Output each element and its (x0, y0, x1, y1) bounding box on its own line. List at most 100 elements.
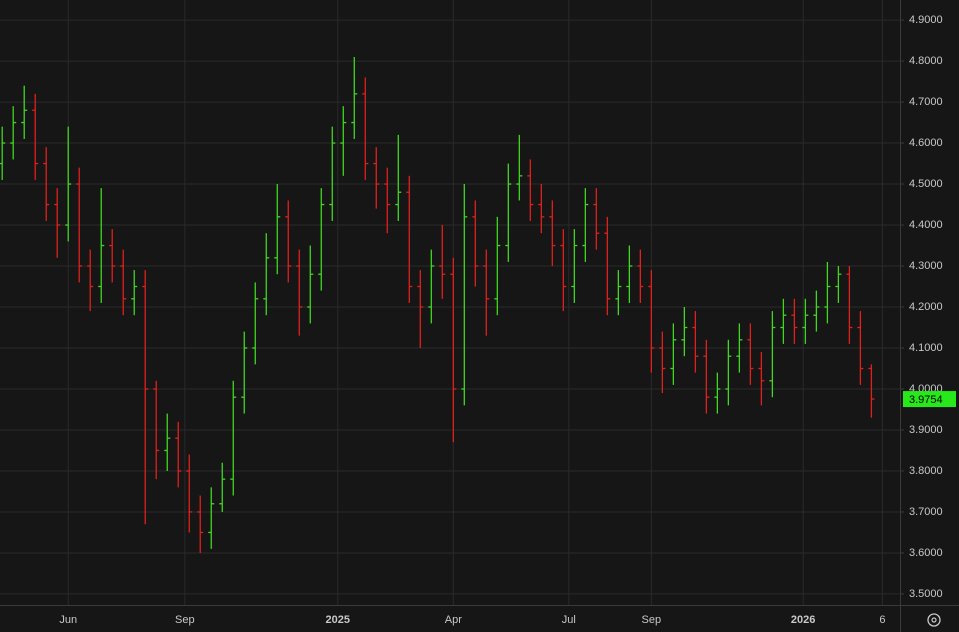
x-tick-label: Apr (445, 614, 462, 626)
ohlc-bar (758, 352, 765, 406)
ohlc-bar (582, 188, 589, 262)
ohlc-bar (120, 249, 127, 316)
y-tick-label: 4.6000 (909, 137, 943, 149)
ohlc-bar (153, 380, 160, 480)
ohlc-bar (769, 311, 776, 398)
ohlc-bar (241, 331, 248, 414)
settings-icon[interactable] (927, 613, 941, 627)
ohlc-bar (87, 249, 94, 312)
ohlc-bar (670, 323, 677, 385)
y-tick-label: 4.1000 (909, 342, 943, 354)
last-price-label: 3.9754 (909, 394, 943, 406)
x-tick-label: 6 (879, 614, 885, 626)
y-tick-label: 4.5000 (909, 178, 943, 190)
ohlc-bar (0, 126, 6, 180)
y-tick-label: 3.8000 (909, 465, 943, 477)
ohlc-bar (472, 200, 479, 287)
ohlc-bar (142, 270, 149, 525)
ohlc-bar (846, 266, 853, 344)
ohlc-bar (384, 167, 391, 234)
x-tick-label: 2025 (326, 614, 350, 626)
ohlc-bar (703, 339, 710, 414)
ohlc-bar (714, 372, 721, 414)
ohlc-bar (824, 261, 831, 324)
y-tick-label: 4.9000 (909, 14, 943, 26)
ohlc-bar (318, 188, 325, 291)
ohlc-bar (65, 126, 72, 242)
ohlc-bar (274, 184, 281, 275)
ohlc-bar (252, 282, 259, 365)
ohlc-bar (868, 364, 875, 418)
y-tick-label: 4.7000 (909, 96, 943, 108)
ohlc-bar (637, 249, 644, 303)
ohlc-bar (736, 323, 743, 373)
ohlc-bar (32, 93, 39, 180)
y-tick-label: 4.2000 (909, 301, 943, 313)
ohlc-bar (263, 233, 270, 316)
ohlc-bar (406, 175, 413, 303)
x-tick-label: Jun (59, 614, 77, 626)
ohlc-bar (21, 85, 28, 139)
ohlc-bar (747, 323, 754, 385)
ohlc-bar (615, 270, 622, 316)
ohlc-bar (175, 421, 182, 488)
ohlc-bar (802, 298, 809, 344)
x-tick-label: 2026 (791, 614, 815, 626)
y-tick-label: 3.5000 (909, 588, 943, 600)
ohlc-bar (395, 134, 402, 221)
ohlc-bar (483, 249, 490, 336)
ohlc-bar (373, 147, 380, 209)
ohlc-bar (417, 270, 424, 348)
ohlc-bar (131, 270, 138, 316)
ohlc-bar (164, 413, 171, 471)
ohlc-bar (560, 229, 567, 312)
ohlc-bar (76, 167, 83, 283)
ohlc-bar (648, 270, 655, 373)
ohlc-bar (230, 380, 237, 496)
ohlc-bar (813, 290, 820, 332)
ohlc-bar (494, 216, 501, 316)
x-tick-label: Sep (642, 614, 662, 626)
ohlc-bar (505, 163, 512, 262)
ohlc-bar (296, 249, 303, 336)
y-tick-label: 4.3000 (909, 260, 943, 272)
ohlc-bar (791, 298, 798, 344)
ohlc-bar (439, 225, 446, 299)
ohlc-bar (197, 495, 204, 553)
ohlc-bar (692, 311, 699, 373)
y-tick-label: 4.4000 (909, 219, 943, 231)
ohlc-bar (285, 200, 292, 283)
ohlc-bar (208, 487, 215, 549)
ohlc-bar (835, 266, 842, 303)
grid (0, 0, 900, 605)
ohlc-bar (10, 106, 17, 160)
ohlc-bar (351, 56, 358, 139)
ohlc-bar (307, 245, 314, 324)
ohlc-bar (516, 134, 523, 201)
y-tick-label: 3.9000 (909, 424, 943, 436)
ohlc-bar (340, 106, 347, 176)
ohlc-bar (681, 307, 688, 357)
ohlc-bar (527, 159, 534, 221)
ohlc-bar (54, 188, 61, 258)
ohlc-bar (593, 188, 600, 250)
ohlc-bar (538, 184, 545, 234)
x-tick-label: Sep (175, 614, 195, 626)
last-price-tag (903, 391, 956, 408)
ohlc-bar (98, 188, 105, 303)
ohlc-bar (186, 454, 193, 533)
x-tick-label: Jul (562, 614, 576, 626)
y-tick-label: 3.6000 (909, 547, 943, 559)
ohlc-bar (659, 331, 666, 394)
ohlc-bar (461, 184, 468, 406)
ohlc-bar (43, 147, 50, 221)
ohlc-bar (549, 200, 556, 267)
ohlc-bar (780, 298, 787, 344)
ohlc-bar (626, 245, 633, 303)
ohlc-bar (725, 339, 732, 406)
ohlc-bar (362, 77, 369, 180)
ohlc-bar (571, 229, 578, 303)
